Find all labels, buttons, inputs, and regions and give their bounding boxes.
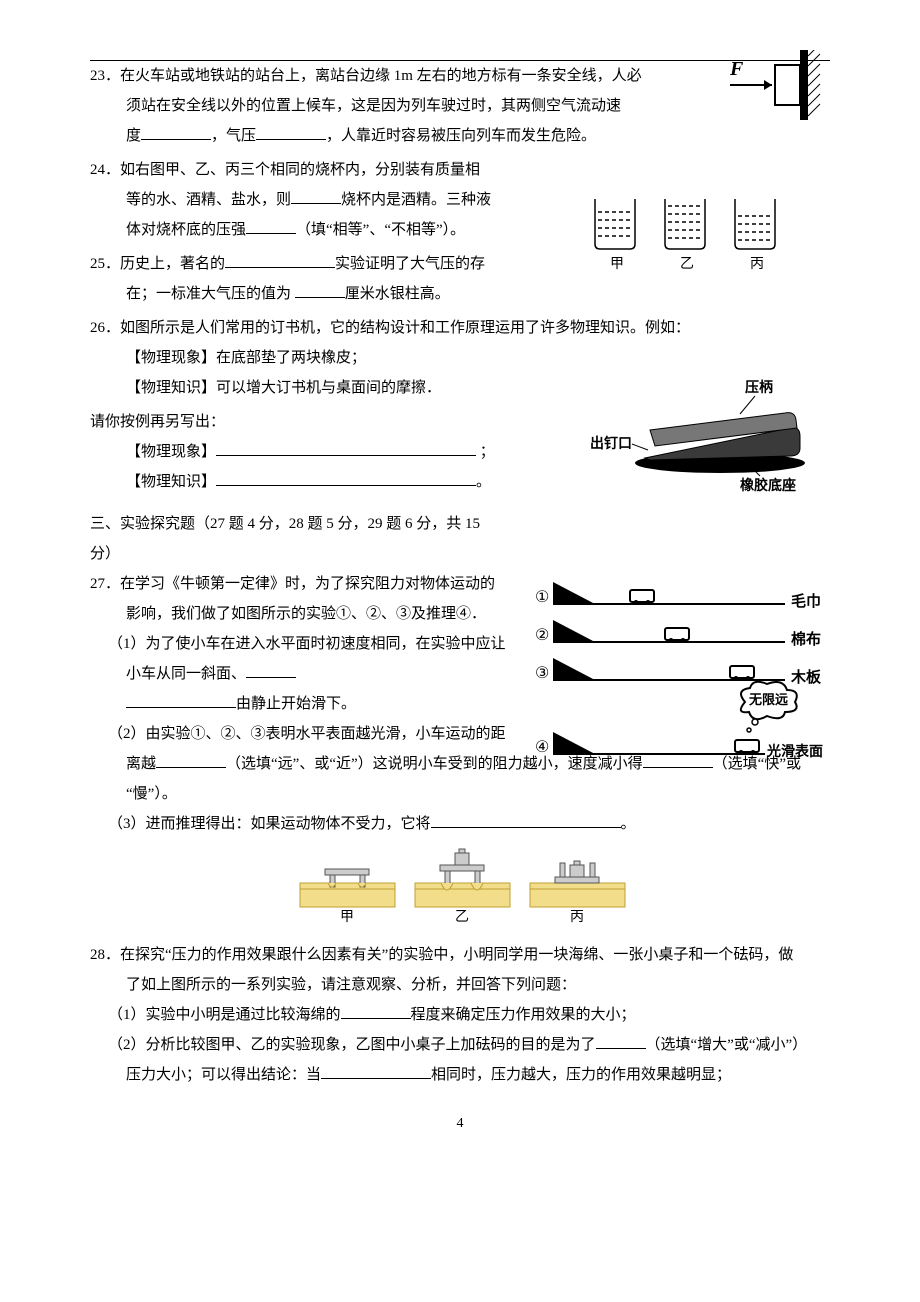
- q28-p2c: 压力大小；可以得出结论：当: [126, 1067, 321, 1083]
- blank-q23-1: [141, 124, 211, 140]
- blank-q26-know: [216, 470, 476, 486]
- blank-q25-2: [295, 282, 345, 298]
- q23-l3a: 度: [126, 128, 141, 144]
- q23-l2: 须站在安全线以外的位置上候车，这是因为列车驶过时，其两侧空气流动速: [126, 98, 621, 114]
- q27-p2e: “慢”）。: [126, 786, 177, 802]
- q23-l3b: ，气压: [211, 128, 256, 144]
- q27-p3b: 。: [621, 816, 636, 832]
- q28-p2a: （2）分析比较图甲、乙的实验现象，乙图中小桌子上加砝码的目的是为了: [108, 1037, 596, 1053]
- q26-know-text: 可以增大订书机与桌面间的摩擦．: [216, 380, 441, 396]
- blank-q25-1: [225, 252, 335, 268]
- q27-p2b: 离越: [126, 756, 156, 772]
- figure-stapler: 压柄 出钉口 橡胶底座: [590, 378, 820, 509]
- svg-text:乙: 乙: [455, 909, 469, 925]
- q24-l2a: 等的水、酒精、盐水，则: [126, 192, 291, 208]
- svg-text:③: ③: [535, 665, 549, 682]
- q25-l1a: 历史上，著名的: [120, 256, 225, 272]
- svg-text:棉布: 棉布: [791, 630, 821, 648]
- figure-beakers: 甲 乙 丙: [580, 194, 800, 285]
- q26-know-label: 【物理知识】: [126, 380, 216, 396]
- svg-text:橡胶底座: 橡胶底座: [740, 477, 796, 494]
- blank-q24-1: [291, 188, 341, 204]
- blank-q27-1: [246, 662, 296, 678]
- svg-text:①: ①: [535, 589, 549, 606]
- blank-q26-phen: [216, 440, 476, 456]
- q27-p3a: （3）进而推理得出：如果运动物体不受力，它将: [108, 816, 431, 832]
- svg-text:出钉口: 出钉口: [590, 435, 632, 452]
- q28-l1: 在探究“压力的作用效果跟什么因素有关”的实验中，小明同学用一块海绵、一张小桌子和…: [120, 947, 793, 963]
- svg-text:毛巾: 毛巾: [791, 592, 821, 610]
- q26-phen-text: 在底部垫了两块橡皮；: [216, 350, 366, 366]
- q27-p1a: （1）为了使小车在进入水平面时初速度相同，在实验中应让: [108, 636, 506, 652]
- q28-p1a: （1）实验中小明是通过比较海绵的: [108, 1007, 341, 1023]
- section-3-title: 三、实验探究题（27 题 4 分，28 题 5 分，29 题 6 分，共 15 …: [90, 509, 830, 569]
- blank-q28-1: [341, 1003, 411, 1019]
- q28-p1b: 程度来确定压力作用效果的大小；: [411, 1007, 636, 1023]
- q28-p2d: 相同时，压力越大，压力的作用效果越明显；: [431, 1067, 731, 1083]
- q28-num: 28．: [90, 947, 120, 963]
- svg-text:甲: 甲: [340, 910, 354, 925]
- q26-num: 26．: [90, 320, 120, 336]
- blank-q27-1b: [126, 692, 236, 708]
- svg-text:光滑表面: 光滑表面: [766, 743, 823, 760]
- q27-l2: 影响，我们做了如图所示的实验①、②、③及推理④．: [126, 606, 486, 622]
- svg-text:木板: 木板: [790, 668, 822, 686]
- blank-q27-2: [156, 752, 226, 768]
- q28-p2b: （选填“增大”或“减小”）: [646, 1037, 808, 1053]
- q24-l2b: 烧杯内是酒精。三种液: [341, 192, 491, 208]
- q25-l2a: 在；一标准大气压的值为: [126, 286, 295, 302]
- blank-q23-2: [256, 124, 326, 140]
- svg-text:压柄: 压柄: [745, 379, 773, 396]
- q24-l1: 如右图甲、乙、丙三个相同的烧杯内，分别装有质量相: [120, 162, 480, 178]
- page-number: 4: [90, 1110, 830, 1138]
- q23-l3c: ，人靠近时容易被压向列车而发生危险。: [326, 128, 596, 144]
- q23-l1: 在火车站或地铁站的站台上，离站台边缘 1m 左右的地方标有一条安全线，人必: [120, 68, 642, 84]
- figure-sponge: 甲 乙: [90, 845, 830, 936]
- q24-l3b: （填“相等”、“不相等”）。: [296, 222, 465, 238]
- blank-q28-2: [596, 1033, 646, 1049]
- blank-q27-4: [431, 812, 621, 828]
- figure-tracks: ① 毛巾 ② 棉布 ③: [535, 574, 835, 775]
- q24-l3a: 体对烧杯底的压强: [126, 222, 246, 238]
- q25-num: 25．: [90, 256, 120, 272]
- figure-force-wall: F: [720, 50, 830, 120]
- q25-l1b: 实验证明了大气压的存: [335, 256, 485, 272]
- q27-l1: 在学习《牛顿第一定律》时，为了探究阻力对物体运动的: [120, 576, 495, 592]
- svg-text:无限远: 无限远: [748, 692, 788, 707]
- question-23: 23．在火车站或地铁站的站台上，离站台边缘 1m 左右的地方标有一条安全线，人必…: [90, 61, 830, 151]
- q27-p1b: 小车从同一斜面、: [126, 666, 246, 682]
- q25-l2b: 厘米水银柱高。: [345, 286, 450, 302]
- q27-p1c: 由静止开始滑下。: [236, 696, 356, 712]
- svg-text:甲: 甲: [610, 257, 624, 272]
- q27-p2a: （2）由实验①、②、③表明水平表面越光滑，小车运动的距: [108, 726, 506, 742]
- q28-l2: 了如上图所示的一系列实验，请注意观察、分析，并回答下列问题：: [126, 977, 576, 993]
- svg-text:乙: 乙: [680, 256, 694, 272]
- q24-num: 24．: [90, 162, 120, 178]
- svg-text:丙: 丙: [750, 257, 764, 272]
- svg-text:丙: 丙: [570, 910, 584, 925]
- blank-q24-2: [246, 218, 296, 234]
- svg-text:②: ②: [535, 627, 549, 644]
- q26-l1: 如图所示是人们常用的订书机，它的结构设计和工作原理运用了许多物理知识。例如：: [120, 320, 690, 336]
- q26-phen-label: 【物理现象】: [126, 350, 216, 366]
- q27-num: 27．: [90, 576, 120, 592]
- q23-num: 23．: [90, 68, 120, 84]
- blank-q28-3: [321, 1063, 431, 1079]
- question-28: 28．在探究“压力的作用效果跟什么因素有关”的实验中，小明同学用一块海绵、一张小…: [90, 940, 830, 1090]
- svg-text:④: ④: [535, 739, 549, 756]
- force-label: F: [729, 58, 744, 80]
